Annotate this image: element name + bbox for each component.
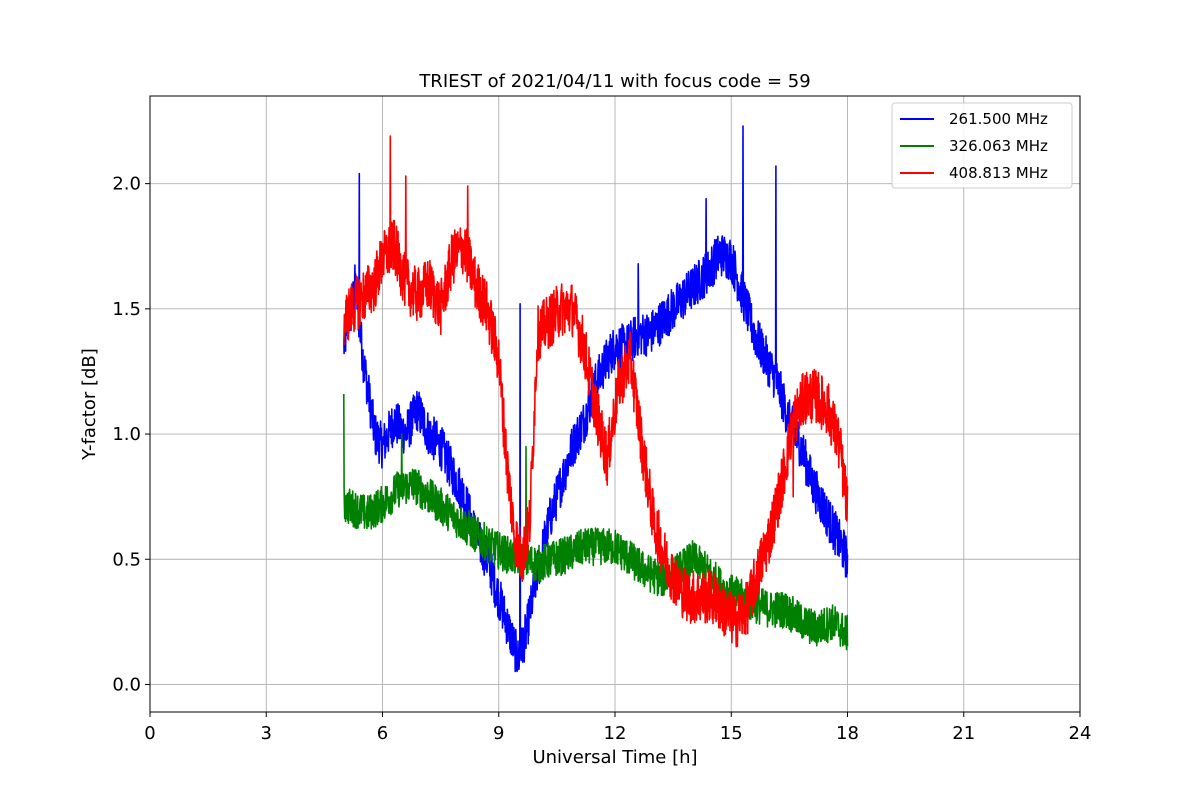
x-axis-label: Universal Time [h] (532, 747, 697, 768)
x-tick-label: 6 (377, 723, 388, 744)
series-line-1 (343, 125, 849, 673)
legend: 261.500 MHz 326.063 MHz 408.813 MHz (891, 102, 1073, 189)
x-tick-label: 15 (720, 723, 743, 744)
series-layer (343, 125, 849, 673)
series-line-2 (343, 393, 849, 651)
y-tick-label: 0.5 (112, 549, 141, 570)
x-tick-label: 24 (1069, 723, 1092, 744)
x-tick-label: 3 (261, 723, 272, 744)
series-line-3 (343, 135, 849, 648)
y-tick-label: 1.5 (112, 299, 141, 320)
y-tick-label: 2.0 (112, 174, 141, 195)
y-axis-label: Y-factor [dB] (79, 348, 100, 461)
ticks: 0 3 6 9 12 15 18 21 24 0.0 0.5 1.0 1.5 2.0 (112, 174, 1091, 744)
y-tick-label: 0.0 (112, 674, 141, 695)
legend-label: 326.063 MHz (949, 137, 1048, 155)
legend-label: 261.500 MHz (949, 110, 1048, 128)
chart-title: TRIEST of 2021/04/11 with focus code = 5… (418, 71, 810, 92)
x-tick-label: 21 (952, 723, 975, 744)
y-tick-label: 1.0 (112, 424, 141, 445)
x-tick-label: 0 (144, 723, 155, 744)
x-tick-label: 12 (604, 723, 627, 744)
legend-box (891, 102, 1073, 189)
x-tick-label: 18 (836, 723, 859, 744)
x-tick-label: 9 (493, 723, 504, 744)
legend-label: 408.813 MHz (949, 164, 1048, 182)
